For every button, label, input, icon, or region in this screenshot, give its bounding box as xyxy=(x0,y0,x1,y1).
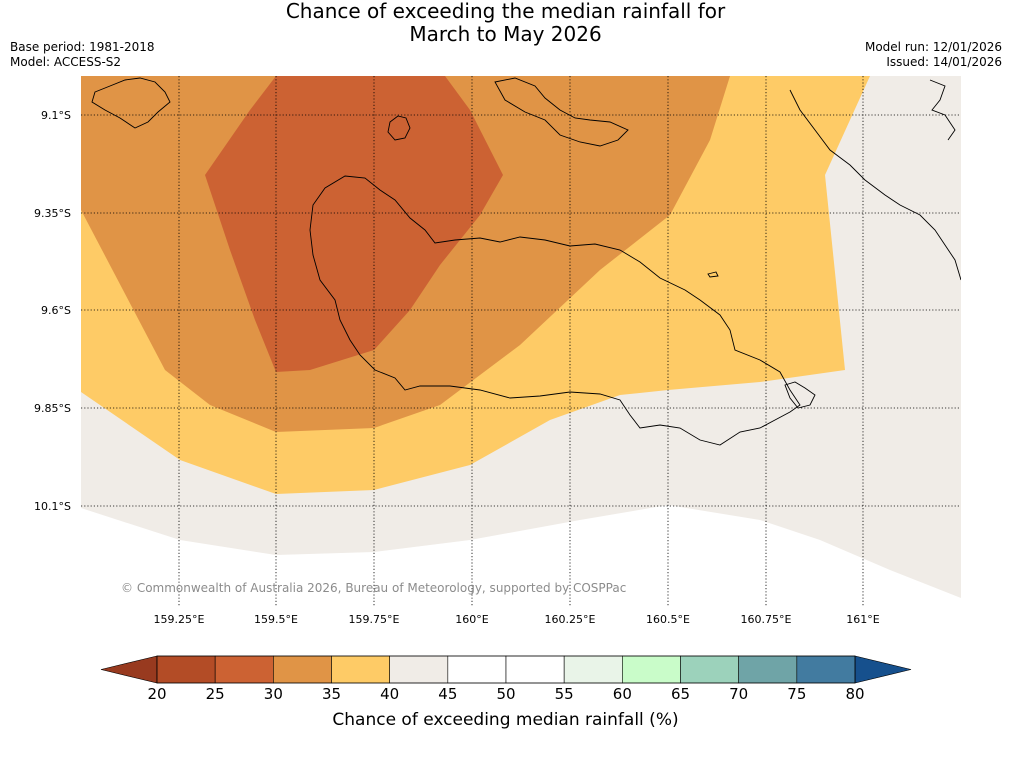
colorbar-tick-65: 65 xyxy=(670,685,691,703)
colorbar-cell-65-70 xyxy=(680,655,739,684)
lat-label-9-1: 9.1°S xyxy=(41,109,71,122)
colorbar-tick-60: 60 xyxy=(612,685,632,703)
meta-right: Model run: 12/01/2026 Issued: 14/01/2026 xyxy=(865,40,1002,70)
base-period: Base period: 1981-2018 xyxy=(10,40,155,54)
colorbar-cell-30-35 xyxy=(273,655,332,684)
colorbar-cell-55-60 xyxy=(563,655,623,684)
colorbar-tick-45: 45 xyxy=(438,685,458,703)
colorbar-tick-25: 25 xyxy=(205,685,225,703)
coastline-north-islands xyxy=(494,77,629,147)
model-name: Model: ACCESS-S2 xyxy=(10,55,122,69)
title-line-2: March to May 2026 xyxy=(409,22,602,46)
colorbar-cell-45-50 xyxy=(447,655,507,684)
colorbar-under-arrow xyxy=(100,655,158,684)
gridlines xyxy=(81,76,961,606)
lon-label-159-75: 159.75°E xyxy=(348,613,400,626)
lat-label-9-35: 9.35°S xyxy=(34,207,71,220)
lat-label-10-1: 10.1°S xyxy=(34,500,71,513)
colorbar-frame xyxy=(156,655,856,684)
lon-label-160: 160°E xyxy=(455,613,489,626)
colorbar-tick-35: 35 xyxy=(321,685,342,703)
chart-title: Chance of exceeding the median rainfall … xyxy=(0,0,1011,46)
coastline-main-island xyxy=(309,175,801,446)
meta-left: Base period: 1981-2018 Model: ACCESS-S2 xyxy=(10,40,155,70)
colorbar-tick-70: 70 xyxy=(729,685,749,703)
lat-label-9-6: 9.6°S xyxy=(41,304,71,317)
coastline-tiny-islet xyxy=(707,271,719,278)
copyright-notice: © Commonwealth of Australia 2026, Bureau… xyxy=(121,581,627,595)
lon-label-161: 161°E xyxy=(846,613,880,626)
colorbar-tick-80: 80 xyxy=(845,685,865,703)
region-25-30 xyxy=(205,76,503,372)
coastline-small-island xyxy=(387,115,411,141)
coastlines xyxy=(91,77,961,446)
map-body xyxy=(81,76,961,606)
lat-label-9-85: 9.85°S xyxy=(34,402,71,415)
colorbar-cell-60-65 xyxy=(622,655,681,684)
colorbar-cell-40-45 xyxy=(389,655,449,684)
lon-label-159-25: 159.25°E xyxy=(153,613,205,626)
coastline-northwest-islands xyxy=(91,77,171,129)
lon-label-159-5: 159.5°E xyxy=(254,613,298,626)
colorbar-tick-55: 55 xyxy=(554,685,574,703)
lon-label-160-25: 160.25°E xyxy=(544,613,596,626)
colorbar xyxy=(100,655,912,684)
issued-date: Issued: 14/01/2026 xyxy=(886,55,1002,69)
coastline-east-islet xyxy=(784,381,816,409)
colorbar-cell-35-40 xyxy=(331,655,390,684)
colorbar-cell-25-30 xyxy=(214,655,274,684)
colorbar-cell-70-75 xyxy=(738,655,798,684)
lon-label-160-5: 160.5°E xyxy=(646,613,690,626)
colorbar-tick-50: 50 xyxy=(496,685,516,703)
colorbar-cell-20-25 xyxy=(156,655,216,684)
colorbar-tick-75: 75 xyxy=(787,685,807,703)
colorbar-cell-75-80 xyxy=(796,655,856,684)
colorbar-cell-50-55 xyxy=(505,655,565,684)
model-run: Model run: 12/01/2026 xyxy=(864,40,1002,54)
colorbar-tick-20: 20 xyxy=(147,685,167,703)
colorbar-tick-40: 40 xyxy=(380,685,400,703)
title-line-1: Chance of exceeding the median rainfall … xyxy=(285,0,726,23)
lon-label-160-75: 160.75°E xyxy=(740,613,792,626)
colorbar-over-arrow xyxy=(854,655,912,684)
coastline-northeast-islet xyxy=(929,79,956,141)
colorbar-tick-30: 30 xyxy=(263,685,283,703)
colorbar-title: Chance of exceeding median rainfall (%) xyxy=(332,710,679,730)
coastline-east-land xyxy=(789,89,961,281)
